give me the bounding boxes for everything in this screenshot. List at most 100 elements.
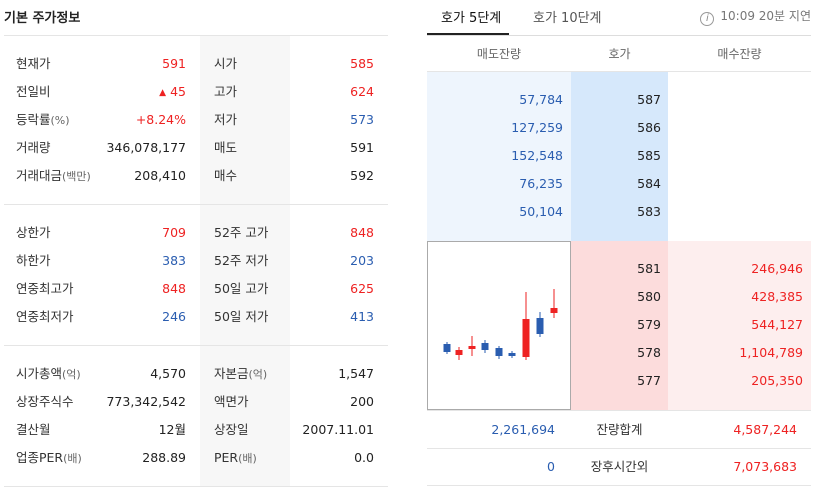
- ask-price[interactable]: 587: [637, 92, 661, 107]
- bid-price[interactable]: 578: [637, 345, 661, 360]
- info-row: 업종PER(배) 288.89 PER(배) 0.0: [4, 444, 388, 472]
- ask-qty: 76,235: [519, 176, 563, 191]
- tab-10-levels[interactable]: 호가 10단계: [533, 11, 602, 26]
- divider: [427, 485, 811, 486]
- info-row: 연중최저가 246 50일 저가 413: [4, 303, 388, 331]
- row-value-right: 200: [350, 394, 374, 409]
- info-row: 시가총액(억) 4,570 자본금(억) 1,547: [4, 360, 388, 388]
- row-value-right: 624: [350, 84, 374, 99]
- divider: [4, 345, 388, 346]
- divider: [4, 204, 388, 205]
- candle: [495, 346, 503, 359]
- bid-price[interactable]: 577: [637, 373, 661, 388]
- afterhours-bid: 7,073,683: [733, 459, 797, 474]
- row-label-right: 52주 저가: [214, 253, 269, 268]
- row-label-left: 시가총액(억): [16, 366, 81, 381]
- info-row: 연중최고가 848 50일 고가 625: [4, 275, 388, 303]
- ask-price-area: [571, 72, 668, 241]
- row-value-right: 413: [350, 309, 374, 324]
- row-label-right: PER(배): [214, 450, 257, 465]
- candle: [550, 289, 558, 318]
- divider: [427, 410, 811, 411]
- row-value-right: 592: [350, 168, 374, 183]
- info-row: 결산월 12월 상장일 2007.11.01: [4, 416, 388, 444]
- candle: [481, 340, 489, 353]
- candle: [468, 336, 476, 356]
- row-value-right: 573: [350, 112, 374, 127]
- header-price: 호가: [608, 47, 631, 61]
- row-value-right: 585: [350, 56, 374, 71]
- range-section: 상한가 709 52주 고가 848 하한가 383 52주 저가 203 연중최고가 848 50…: [4, 205, 388, 345]
- row-label-right: 매도: [214, 140, 238, 155]
- bid-price[interactable]: 581: [637, 261, 661, 276]
- ask-price[interactable]: 584: [637, 176, 661, 191]
- tab-5-levels[interactable]: 호가 5단계: [441, 11, 502, 26]
- summary-label: 잔량합계: [596, 422, 643, 437]
- bid-qty: 205,350: [751, 373, 803, 388]
- row-value-right: 203: [350, 253, 374, 268]
- active-tab-indicator: [427, 33, 509, 35]
- bid-total: 4,587,244: [733, 422, 797, 437]
- tab-divider: [427, 35, 811, 36]
- row-label-left: 상한가: [16, 225, 51, 240]
- row-value-left: 208,410: [134, 168, 186, 183]
- row-label-right: 저가: [214, 112, 238, 127]
- bid-price[interactable]: 579: [637, 317, 661, 332]
- ask-total: 2,261,694: [491, 422, 555, 437]
- row-label-left: 전일비: [16, 84, 51, 99]
- row-value-left: 383: [162, 253, 186, 268]
- info-row: 상장주식수 773,342,542 액면가 200: [4, 388, 388, 416]
- row-value-right: 625: [350, 281, 374, 296]
- ask-price[interactable]: 586: [637, 120, 661, 135]
- header-ask-qty: 매도잔량: [476, 47, 522, 61]
- orderbook-tabs: 호가 5단계 호가 10단계 i 10:09 20분 지연: [427, 0, 817, 36]
- candle: [508, 351, 516, 358]
- up-triangle-icon: ▲: [159, 88, 167, 98]
- delay-text: 10:09 20분 지연: [720, 9, 811, 23]
- row-value-left: 709: [162, 225, 186, 240]
- row-label-right: 50일 저가: [214, 309, 269, 324]
- row-label-right: 매수: [214, 168, 238, 183]
- bid-qty: 544,127: [751, 317, 803, 332]
- row-label-left: 현재가: [16, 56, 51, 71]
- row-value-right: 591: [350, 140, 374, 155]
- bid-price-area: [571, 241, 668, 410]
- bid-qty-area: [668, 241, 811, 410]
- bid-qty: 246,946: [751, 261, 803, 276]
- row-label-right: 52주 고가: [214, 225, 269, 240]
- ask-price[interactable]: 585: [637, 148, 661, 163]
- row-value-left: 12월: [158, 422, 186, 437]
- ask-qty: 127,259: [511, 120, 563, 135]
- bid-price[interactable]: 580: [637, 289, 661, 304]
- header-bid-qty: 매수잔량: [717, 47, 762, 61]
- candle: [522, 292, 530, 360]
- row-label-left: 결산월: [16, 422, 51, 437]
- row-value-right: 2007.11.01: [302, 422, 374, 437]
- bid-qty: 1,104,789: [739, 345, 803, 360]
- row-label-left: 연중최고가: [16, 281, 74, 296]
- summary-row: 2,261,694 잔량합계 4,587,244: [427, 412, 811, 448]
- row-value-right: 848: [350, 225, 374, 240]
- basic-stock-info-panel: 기본 주가정보 현재가 591 시가 585 전일비 ▲ 45 고가 624 등락률(%) +8.2…: [0, 0, 390, 492]
- ask-qty: 57,784: [519, 92, 563, 107]
- row-label-right: 시가: [214, 56, 238, 71]
- row-label-left: 거래대금(백만): [16, 168, 91, 183]
- info-row: 거래량 346,078,177 매도 591: [4, 134, 388, 162]
- info-row: 거래대금(백만) 208,410 매수 592: [4, 162, 388, 190]
- afterhours-label: 장후시간외: [590, 459, 649, 474]
- afterhours-row: 0 장후시간외 7,073,683: [427, 449, 811, 485]
- candle: [455, 347, 463, 360]
- info-icon[interactable]: i: [700, 12, 715, 26]
- candlestick-svg: [443, 289, 558, 360]
- divider: [4, 486, 388, 487]
- candle: [536, 312, 544, 337]
- info-row: 전일비 ▲ 45 고가 624: [4, 78, 388, 106]
- mini-candlestick-chart: [427, 241, 571, 410]
- row-label-left: 하한가: [16, 253, 51, 268]
- row-value-left: 288.89: [142, 450, 186, 465]
- row-value-left: 773,342,542: [106, 394, 186, 409]
- row-value-left: 591: [162, 56, 186, 71]
- ask-price[interactable]: 583: [637, 204, 661, 219]
- row-value-left: ▲ 45: [159, 84, 186, 99]
- info-row: 등락률(%) +8.24% 저가 573: [4, 106, 388, 134]
